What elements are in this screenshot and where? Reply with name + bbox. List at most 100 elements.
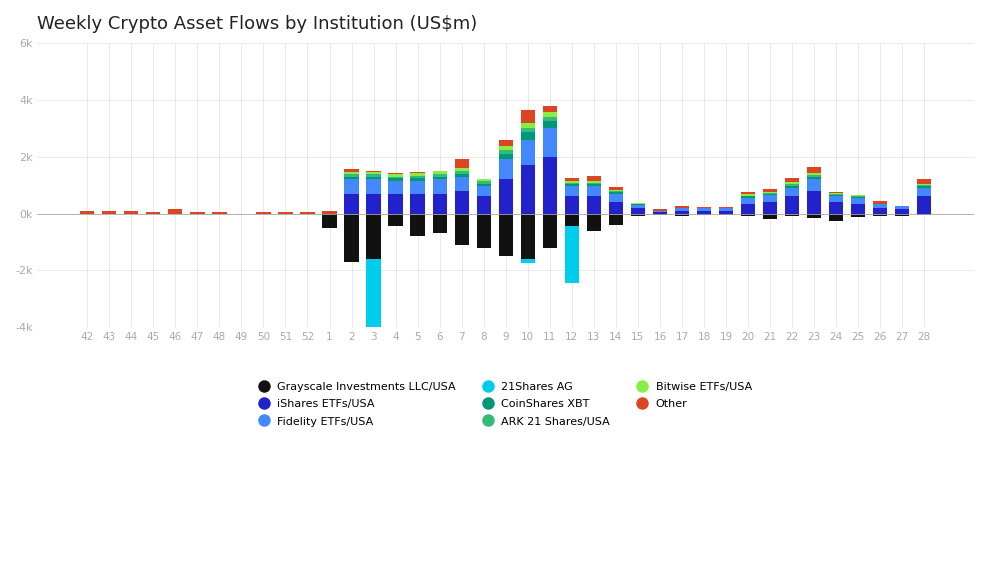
Bar <box>851 197 865 198</box>
Bar <box>653 211 668 212</box>
Bar <box>520 259 535 263</box>
Bar <box>389 174 403 176</box>
Bar <box>344 214 359 262</box>
Bar <box>608 190 623 191</box>
Bar <box>917 196 932 214</box>
Text: Weekly Crypto Asset Flows by Institution (US$m): Weekly Crypto Asset Flows by Institution… <box>38 15 478 33</box>
Bar <box>674 211 689 214</box>
Bar <box>631 208 645 214</box>
Bar <box>917 188 932 196</box>
Bar <box>344 174 359 176</box>
Bar <box>785 178 799 182</box>
Bar <box>432 214 447 234</box>
Bar <box>763 189 777 192</box>
Bar <box>697 208 711 211</box>
Bar <box>366 179 381 194</box>
Bar <box>851 195 865 196</box>
Bar <box>608 192 623 194</box>
Bar <box>498 214 513 256</box>
Bar <box>785 214 799 216</box>
Bar <box>586 183 601 184</box>
Bar <box>278 212 293 214</box>
Bar <box>520 132 535 139</box>
Bar <box>322 214 336 228</box>
Bar <box>917 179 932 184</box>
Bar <box>895 206 910 209</box>
Bar <box>608 191 623 192</box>
Bar <box>719 207 733 208</box>
Bar <box>410 174 425 176</box>
Bar <box>498 179 513 214</box>
Bar <box>917 184 932 186</box>
Bar <box>873 201 887 203</box>
Bar <box>697 214 711 215</box>
Bar <box>895 214 910 216</box>
Bar <box>741 195 756 196</box>
Bar <box>851 214 865 217</box>
Bar <box>366 176 381 179</box>
Bar <box>586 176 601 182</box>
Bar <box>807 175 821 176</box>
Bar <box>301 212 315 214</box>
Bar <box>389 176 403 178</box>
Bar <box>565 214 579 226</box>
Bar <box>410 214 425 236</box>
Bar <box>763 194 777 195</box>
Bar <box>565 196 579 214</box>
Bar <box>543 121 557 128</box>
Bar <box>631 214 645 216</box>
Bar <box>146 212 160 214</box>
Bar <box>410 172 425 174</box>
Legend: Grayscale Investments LLC/USA, iShares ETFs/USA, Fidelity ETFs/USA, 21Shares AG,: Grayscale Investments LLC/USA, iShares E… <box>259 381 752 427</box>
Bar <box>498 150 513 154</box>
Bar <box>410 194 425 214</box>
Bar <box>455 176 469 191</box>
Bar <box>410 176 425 178</box>
Bar <box>389 214 403 226</box>
Bar <box>807 173 821 175</box>
Bar <box>520 165 535 214</box>
Bar <box>520 139 535 165</box>
Bar <box>851 198 865 203</box>
Bar <box>785 196 799 214</box>
Bar <box>763 192 777 193</box>
Bar <box>344 194 359 214</box>
Bar <box>498 140 513 146</box>
Bar <box>432 174 447 176</box>
Bar <box>102 211 117 214</box>
Bar <box>741 192 756 195</box>
Bar <box>917 214 932 215</box>
Bar <box>608 202 623 214</box>
Bar <box>719 208 733 211</box>
Bar <box>586 187 601 196</box>
Bar <box>851 203 865 214</box>
Bar <box>124 211 138 214</box>
Bar <box>168 209 183 214</box>
Bar <box>366 214 381 259</box>
Bar <box>586 214 601 231</box>
Bar <box>829 214 844 220</box>
Bar <box>455 214 469 245</box>
Bar <box>565 226 579 283</box>
Bar <box>455 191 469 214</box>
Bar <box>763 202 777 214</box>
Bar <box>697 207 711 208</box>
Bar <box>653 214 668 215</box>
Bar <box>477 182 491 184</box>
Bar <box>807 179 821 191</box>
Bar <box>213 212 226 214</box>
Bar <box>520 110 535 123</box>
Bar <box>543 128 557 156</box>
Bar <box>565 183 579 184</box>
Bar <box>653 212 668 214</box>
Bar <box>586 182 601 183</box>
Bar <box>543 112 557 117</box>
Bar <box>565 180 579 183</box>
Bar <box>829 192 844 193</box>
Bar <box>763 195 777 202</box>
Bar <box>785 182 799 184</box>
Bar <box>344 176 359 179</box>
Bar <box>785 186 799 188</box>
Bar <box>389 194 403 214</box>
Bar <box>741 203 756 214</box>
